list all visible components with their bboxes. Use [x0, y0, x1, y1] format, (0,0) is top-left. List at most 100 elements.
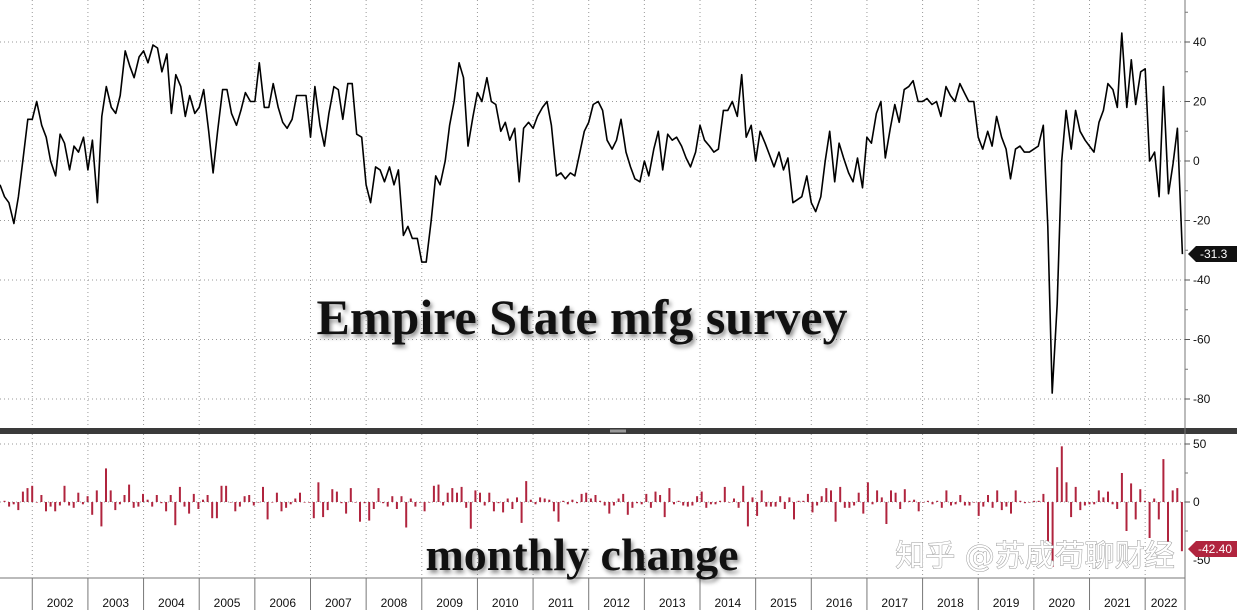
monthly-change-bar	[677, 500, 680, 502]
monthly-change-bar	[608, 502, 611, 514]
monthly-change-bar	[428, 502, 431, 503]
x-axis-year-label: 2005	[214, 596, 241, 610]
monthly-change-bar	[913, 499, 916, 502]
monthly-change-bar	[257, 502, 260, 503]
x-axis-year-label: 2017	[881, 596, 908, 610]
monthly-change-bar	[576, 502, 578, 504]
monthly-change-bar	[1120, 473, 1123, 502]
monthly-change-bar	[81, 502, 84, 505]
monthly-change-bar	[423, 502, 426, 512]
monthly-change-bar	[1028, 502, 1031, 503]
monthly-change-bar	[890, 490, 892, 502]
monthly-change-bar	[709, 502, 712, 505]
monthly-change-bar	[132, 502, 135, 508]
monthly-change-bar	[834, 502, 837, 522]
monthly-change-bar	[529, 499, 532, 502]
x-axis-year-label: 2014	[714, 596, 741, 610]
monthly-change-bar	[954, 502, 957, 505]
monthly-change-bar	[511, 502, 514, 509]
monthly-change-bar	[848, 502, 851, 508]
monthly-change-bar	[603, 502, 606, 506]
monthly-change-bar	[192, 493, 195, 502]
monthly-change-bar	[197, 502, 200, 509]
monthly-change-bar	[539, 497, 542, 502]
monthly-change-bar	[520, 502, 523, 523]
monthly-change-bar	[830, 490, 832, 502]
monthly-change-bar	[419, 502, 421, 503]
monthly-change-bar	[262, 486, 264, 502]
monthly-change-bar	[405, 502, 408, 528]
monthly-change-bar	[1000, 502, 1003, 511]
monthly-change-bar	[612, 502, 615, 506]
monthly-change-bar	[973, 502, 976, 503]
monthly-change-bar	[492, 502, 495, 512]
monthly-change-bar	[317, 482, 320, 502]
monthly-change-bar	[409, 498, 412, 502]
monthly-change-bar	[1083, 502, 1086, 506]
monthly-change-bar	[35, 502, 38, 503]
panel-separator-grip[interactable]	[610, 429, 626, 433]
monthly-change-bar	[645, 493, 648, 502]
monthly-change-bar	[950, 502, 952, 506]
monthly-change-bar	[806, 493, 809, 502]
monthly-change-bar	[779, 496, 782, 502]
top-y-tick-label: 40	[1193, 35, 1207, 49]
monthly-change-bar	[118, 502, 121, 505]
monthly-change-bar	[303, 502, 306, 503]
monthly-change-bar	[202, 499, 204, 502]
monthly-change-bar	[774, 502, 777, 507]
monthly-change-bar	[922, 502, 925, 503]
monthly-change-bar	[178, 486, 181, 502]
monthly-change-bar	[723, 486, 726, 502]
monthly-change-bar	[617, 498, 620, 502]
empire-state-series-line	[0, 32, 1184, 394]
monthly-change-bar	[137, 502, 140, 507]
monthly-change-bar	[1180, 502, 1183, 552]
monthly-change-bar	[548, 499, 551, 502]
monthly-change-bar	[77, 492, 80, 502]
x-axis-year-label: 2006	[269, 596, 296, 610]
x-axis-year-label: 2015	[770, 596, 797, 610]
monthly-change-bar	[843, 502, 846, 508]
monthly-change-bar	[719, 500, 722, 502]
monthly-change-bar	[506, 498, 509, 502]
monthly-change-bar	[345, 502, 348, 514]
monthly-change-bar	[54, 502, 57, 512]
monthly-change-bar	[589, 498, 592, 502]
monthly-change-bar	[562, 500, 565, 502]
monthly-change-bar	[1171, 490, 1174, 502]
monthly-change-bar	[414, 502, 417, 507]
monthly-change-bar	[183, 502, 186, 507]
monthly-change-bar	[1107, 491, 1109, 502]
x-axis-year-label: 2003	[102, 596, 129, 610]
monthly-change-bar	[188, 502, 191, 514]
monthly-change-bar	[174, 502, 177, 526]
x-axis-year-label: 2010	[492, 596, 519, 610]
x-axis-year-label: 2016	[826, 596, 853, 610]
monthly-change-bar	[95, 490, 98, 502]
monthly-change-bar	[45, 502, 47, 512]
monthly-change-bar	[594, 495, 597, 502]
top-y-tick-label: -20	[1193, 214, 1211, 228]
monthly-change-bar	[1130, 483, 1133, 502]
monthly-change-bar	[977, 502, 980, 516]
monthly-change-bar	[8, 502, 11, 507]
monthly-change-bar	[945, 490, 948, 502]
monthly-change-bar	[109, 490, 112, 502]
x-axis-year-label: 2012	[603, 596, 630, 610]
x-axis-year-label: 2022	[1151, 596, 1178, 610]
monthly-change-bar	[742, 485, 745, 502]
top-panel-gridlines	[0, 0, 1185, 428]
monthly-change-bar	[1139, 489, 1142, 502]
monthly-change-bar	[857, 492, 860, 502]
monthly-change-bar	[585, 492, 588, 502]
monthly-change-bar	[825, 488, 828, 502]
monthly-change-bar	[733, 498, 735, 502]
monthly-change-bar	[926, 500, 929, 502]
monthly-change-bar	[1051, 502, 1054, 567]
monthly-change-bar	[636, 502, 638, 504]
monthly-change-bar	[903, 489, 906, 502]
top-badge-shape	[1188, 246, 1237, 262]
monthly-change-bar	[1042, 493, 1045, 502]
x-axis-year-label: 2019	[993, 596, 1020, 610]
